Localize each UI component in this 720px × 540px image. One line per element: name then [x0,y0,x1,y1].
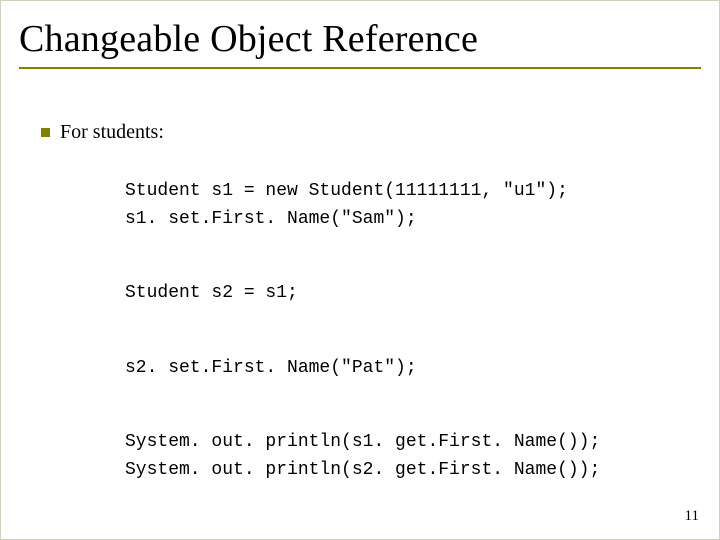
code-gap [125,306,679,326]
bullet-square-icon [41,128,50,137]
slide-container: Changeable Object Reference For students… [0,0,720,540]
page-number: 11 [685,508,699,525]
code-line: System. out. println(s2. get.First. Name… [125,460,600,480]
code-line: s1. set.First. Name("Sam"); [125,209,417,229]
code-gap [125,232,679,252]
title-underline [19,67,701,69]
code-gap [125,381,679,401]
code-line: Student s2 = s1; [125,283,298,303]
code-line: System. out. println(s1. get.First. Name… [125,432,600,452]
slide-title: Changeable Object Reference [19,17,701,67]
bullet-item: For students: [41,121,679,144]
code-line: Student s1 = new Student(11111111, "u1")… [125,181,568,201]
code-block: Student s1 = new Student(11111111, "u1")… [125,150,679,509]
bullet-label: For students: [60,121,164,144]
slide-body: For students: Student s1 = new Student(1… [41,121,679,509]
title-section: Changeable Object Reference [19,17,701,69]
code-line: s2. set.First. Name("Pat"); [125,358,417,378]
